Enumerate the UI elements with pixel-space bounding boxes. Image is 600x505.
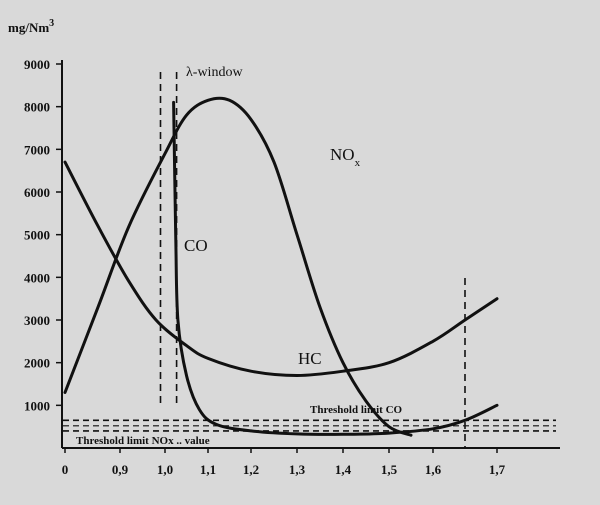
- y-tick-label: 6000: [24, 185, 50, 200]
- y-tick-label: 8000: [24, 100, 50, 115]
- x-tick-label: 1,5: [381, 462, 398, 477]
- y-tick-label: 1000: [24, 398, 50, 413]
- x-tick-label: 1,4: [335, 462, 352, 477]
- y-tick-label: 9000: [24, 57, 50, 72]
- threshold-label-co: Threshold limit CO: [310, 404, 403, 416]
- y-tick-label: 4000: [24, 270, 50, 285]
- series-curves: [63, 96, 499, 437]
- series-line-co: [172, 100, 499, 436]
- y-tick-label: 7000: [24, 142, 50, 157]
- series-label-co: CO: [184, 236, 208, 255]
- series-label-nox-subscript: x: [355, 157, 361, 169]
- y-axis-label-superscript: 3: [49, 18, 54, 29]
- y-tick-label: 3000: [24, 313, 50, 328]
- x-tick-label: 1,6: [425, 462, 442, 477]
- threshold-label-nox: Threshold limit NOx .. value: [76, 435, 210, 447]
- x-tick-label: 0: [62, 462, 69, 477]
- x-tick-label: 1,3: [289, 462, 306, 477]
- y-tick-label: 2000: [24, 356, 50, 371]
- x-axis-ticks: 0 0,9 1,0 1,1 1,2 1,3 1,4 1,5 1,6 1,7: [62, 448, 506, 477]
- series-label-hc: HC: [298, 349, 322, 368]
- lambda-window-label: λ-window: [186, 65, 243, 80]
- x-tick-label: 1,0: [157, 462, 173, 477]
- series-label-nox: NOx: [330, 145, 361, 169]
- x-tick-label: 0,9: [112, 462, 129, 477]
- x-tick-label: 1,1: [200, 462, 216, 477]
- y-axis-ticks: 1000 2000 3000 4000 5000 6000 7000 8000 9000: [24, 57, 62, 413]
- series-line-hc: [63, 160, 499, 378]
- marker-lines: [159, 72, 466, 448]
- y-tick-label: 5000: [24, 228, 50, 243]
- threshold-lines: [63, 419, 556, 432]
- y-axis-label: mg/Nm3: [8, 18, 54, 35]
- x-tick-label: 1,2: [243, 462, 259, 477]
- x-tick-label: 1,7: [489, 462, 506, 477]
- series-line-nox: [63, 96, 413, 437]
